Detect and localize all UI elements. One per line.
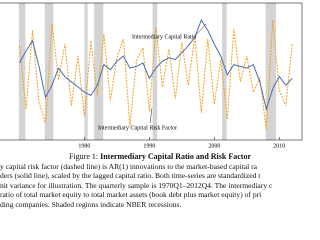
series-line bbox=[19, 18, 293, 112]
annotation: Intermediary Capital Risk Factor bbox=[98, 125, 177, 131]
x-tick-label: 2010 bbox=[273, 143, 285, 149]
x-tick-label: 2000 bbox=[208, 143, 220, 149]
annotation: Intermediary Capital Ratio bbox=[132, 34, 196, 40]
annotation-arrow bbox=[149, 107, 153, 124]
caption-line: ders (solid line), scaled by the lagged … bbox=[0, 171, 261, 181]
recession-band bbox=[152, 3, 158, 140]
recession-band bbox=[94, 3, 104, 140]
caption-title: Intermediary Capital Ratio and Risk Fact… bbox=[100, 152, 251, 161]
recession-band bbox=[222, 3, 227, 140]
recession-band bbox=[84, 3, 88, 140]
caption-line: y capital risk factor (dashed line) is A… bbox=[0, 161, 258, 171]
recession-band bbox=[265, 3, 277, 140]
caption-line: ding companies. Shaded regions indicate … bbox=[0, 199, 182, 209]
caption: Figure 1: Intermediary Capital Ratio and… bbox=[0, 152, 320, 214]
caption-line: nit variance for illustration. The quart… bbox=[0, 180, 273, 190]
caption-label: Figure 1: bbox=[69, 152, 99, 161]
annotation-arrow bbox=[194, 23, 207, 37]
caption-heading: Figure 1: Intermediary Capital Ratio and… bbox=[0, 152, 320, 162]
page: 1980 1990 2000 2010 Intermediary Capital Rat… bbox=[0, 2, 320, 214]
x-tick-label: 1980 bbox=[78, 143, 90, 149]
series-line bbox=[19, 20, 293, 130]
caption-line: ratio of total market equity to total ma… bbox=[0, 190, 262, 200]
chart: 1980 1990 2000 2010 Intermediary Capital Rat… bbox=[0, 2, 303, 149]
plot-frame bbox=[0, 2, 303, 141]
x-tick-label: 1990 bbox=[143, 143, 155, 149]
